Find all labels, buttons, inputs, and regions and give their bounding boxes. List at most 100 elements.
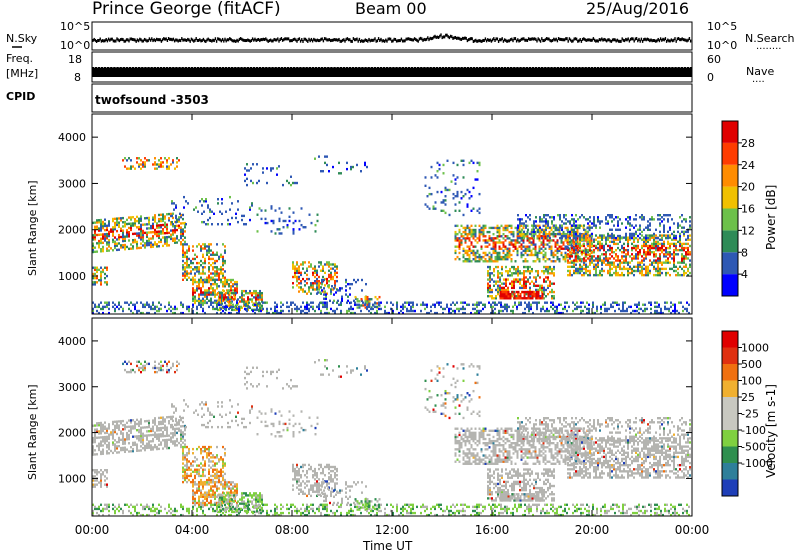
power-cell bbox=[180, 234, 182, 238]
power-cell bbox=[328, 263, 330, 266]
power-cell bbox=[536, 305, 538, 309]
power-cell bbox=[236, 299, 238, 303]
power-cell bbox=[134, 220, 136, 223]
power-cell bbox=[352, 165, 354, 169]
power-cell bbox=[683, 271, 685, 275]
power-cell bbox=[554, 305, 556, 309]
power-cell bbox=[246, 163, 248, 166]
power-cell bbox=[148, 237, 150, 240]
power-cell bbox=[615, 269, 617, 273]
power-cell bbox=[673, 251, 675, 254]
power-cell bbox=[562, 255, 565, 259]
power-cell bbox=[510, 243, 513, 246]
nsearch-label: N.Search bbox=[745, 32, 795, 45]
power-cell bbox=[643, 259, 645, 262]
freq-gap bbox=[379, 66, 380, 68]
power-cell bbox=[560, 239, 563, 242]
power-cell bbox=[310, 284, 312, 287]
power-cell bbox=[568, 305, 570, 309]
power-cell bbox=[581, 234, 583, 237]
power-cell bbox=[321, 280, 323, 284]
power-cell bbox=[204, 247, 206, 250]
power-cell bbox=[136, 242, 138, 246]
power-cell bbox=[504, 257, 507, 261]
power-cell bbox=[569, 232, 571, 236]
power-cell bbox=[468, 303, 470, 306]
power-cell bbox=[340, 303, 342, 306]
power-cell bbox=[579, 238, 581, 241]
power-cell bbox=[190, 272, 192, 275]
power-cell bbox=[681, 214, 683, 217]
power-cell bbox=[130, 222, 132, 225]
power-cell bbox=[683, 265, 685, 269]
power-cell bbox=[687, 236, 689, 240]
power-cell bbox=[332, 263, 334, 266]
power-cell bbox=[613, 236, 615, 239]
power-cell bbox=[468, 239, 471, 242]
power-cell bbox=[633, 226, 635, 229]
power-cell bbox=[326, 303, 328, 306]
power-cell bbox=[625, 257, 627, 260]
power-cell bbox=[535, 226, 537, 229]
power-cell bbox=[208, 255, 210, 259]
power-cell bbox=[570, 226, 573, 230]
power-cell bbox=[180, 228, 182, 231]
power-cell bbox=[320, 263, 322, 266]
power-cell bbox=[579, 234, 581, 238]
power-cell bbox=[631, 248, 633, 252]
power-cell bbox=[472, 249, 475, 253]
power-cell bbox=[602, 303, 604, 306]
power-cell bbox=[120, 229, 122, 232]
freq-gap bbox=[332, 66, 334, 68]
power-cell bbox=[212, 253, 214, 256]
power-cell bbox=[538, 239, 541, 242]
power-cell bbox=[274, 301, 276, 304]
power-cell bbox=[579, 216, 581, 219]
power-cell bbox=[248, 301, 250, 304]
freq-gap bbox=[317, 66, 318, 68]
power-cell bbox=[146, 239, 148, 243]
power-cell bbox=[436, 190, 439, 194]
power-cell bbox=[622, 307, 624, 311]
power-cell bbox=[582, 251, 585, 255]
power-cell bbox=[166, 240, 168, 243]
power-cell bbox=[597, 246, 599, 250]
power-cell bbox=[326, 155, 328, 158]
power-cell bbox=[227, 300, 229, 303]
power-cell bbox=[536, 301, 538, 304]
power-cell bbox=[138, 234, 140, 237]
power-cell bbox=[118, 223, 120, 226]
power-cell bbox=[512, 232, 515, 236]
power-cell bbox=[533, 220, 535, 223]
power-cell bbox=[567, 248, 569, 252]
freq-gap bbox=[224, 66, 225, 68]
power-cell bbox=[599, 222, 601, 225]
power-cell bbox=[523, 265, 525, 269]
power-cell bbox=[456, 192, 459, 196]
power-cell bbox=[669, 226, 671, 229]
power-cell bbox=[278, 219, 281, 223]
power-cell bbox=[519, 272, 521, 275]
power-cell bbox=[478, 311, 480, 315]
power-cell bbox=[218, 278, 220, 281]
power-cell bbox=[664, 307, 666, 311]
power-cell bbox=[515, 272, 517, 275]
power-cell bbox=[561, 226, 563, 229]
power-cell bbox=[142, 305, 144, 309]
power-cell bbox=[508, 230, 511, 234]
power-cell bbox=[540, 251, 543, 255]
power-cell bbox=[585, 271, 587, 275]
power-cell bbox=[586, 301, 588, 304]
power-cell bbox=[588, 224, 591, 228]
power-cell bbox=[194, 301, 196, 305]
freq-gap bbox=[369, 66, 371, 68]
power-cell bbox=[229, 292, 231, 295]
power-cell bbox=[476, 301, 478, 304]
power-cell bbox=[644, 303, 646, 306]
power-cell bbox=[605, 240, 607, 244]
power-cell bbox=[106, 241, 108, 244]
power-cell bbox=[294, 265, 296, 268]
power-cell bbox=[533, 230, 535, 234]
power-cell bbox=[505, 292, 508, 296]
power-cell bbox=[255, 296, 257, 299]
